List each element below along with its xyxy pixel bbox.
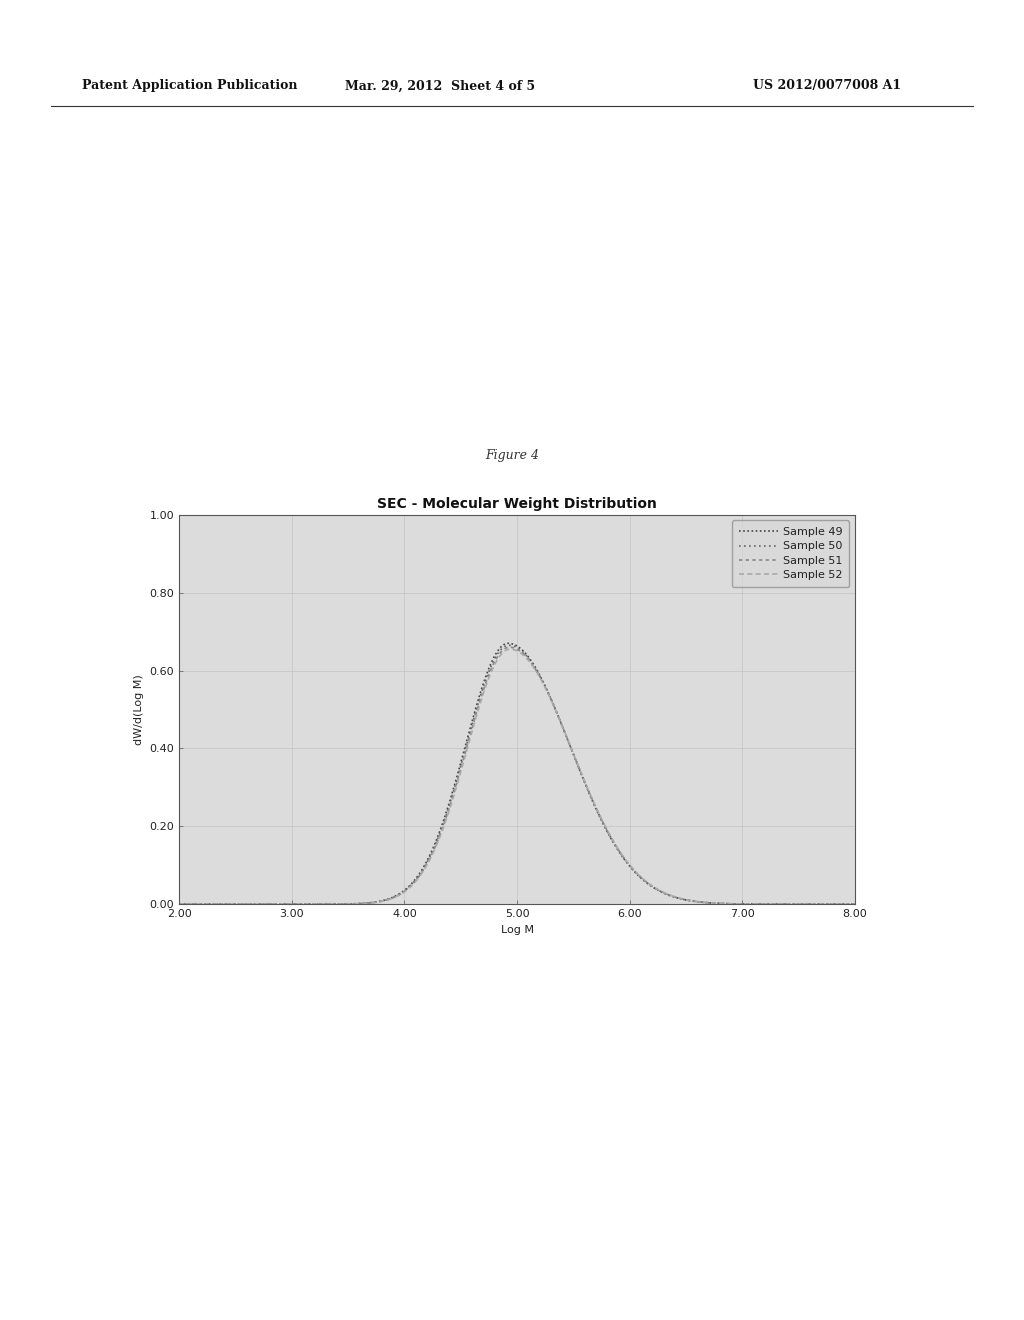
Sample 51 xyxy=(173,896,185,912)
Title: SEC - Molecular Weight Distribution: SEC - Molecular Weight Distribution xyxy=(377,496,657,511)
Sample 50 xyxy=(829,896,842,912)
Sample 50 xyxy=(849,896,861,912)
Sample 52 xyxy=(829,896,842,912)
Line: Sample 49: Sample 49 xyxy=(179,643,855,904)
Sample 52 xyxy=(173,896,185,912)
Sample 49 xyxy=(849,896,861,912)
Sample 51 xyxy=(829,896,842,912)
Sample 52 xyxy=(208,896,220,912)
Text: Figure 4: Figure 4 xyxy=(485,449,539,462)
Sample 49 xyxy=(502,635,514,651)
Sample 49 xyxy=(502,635,514,651)
Sample 50 xyxy=(208,896,220,912)
Sample 51 xyxy=(503,639,515,655)
X-axis label: Log M: Log M xyxy=(501,924,534,935)
Sample 50 xyxy=(706,895,718,911)
Text: Mar. 29, 2012  Sheet 4 of 5: Mar. 29, 2012 Sheet 4 of 5 xyxy=(345,79,536,92)
Legend: Sample 49, Sample 50, Sample 51, Sample 52: Sample 49, Sample 50, Sample 51, Sample … xyxy=(732,520,850,587)
Sample 52 xyxy=(502,642,514,657)
Line: Sample 51: Sample 51 xyxy=(179,647,855,904)
Sample 52 xyxy=(504,642,516,657)
Sample 52 xyxy=(483,668,496,684)
Sample 51 xyxy=(706,895,718,911)
Sample 51 xyxy=(208,896,220,912)
Text: Patent Application Publication: Patent Application Publication xyxy=(82,79,297,92)
Sample 49 xyxy=(829,896,842,912)
Sample 52 xyxy=(706,895,718,911)
Sample 49 xyxy=(208,896,220,912)
Sample 51 xyxy=(483,664,496,680)
Sample 49 xyxy=(483,657,496,673)
Sample 52 xyxy=(849,896,861,912)
Sample 51 xyxy=(829,896,842,912)
Sample 49 xyxy=(829,896,842,912)
Sample 51 xyxy=(849,896,861,912)
Line: Sample 50: Sample 50 xyxy=(179,645,855,904)
Text: US 2012/0077008 A1: US 2012/0077008 A1 xyxy=(753,79,901,92)
Sample 51 xyxy=(502,639,514,655)
Sample 50 xyxy=(829,896,842,912)
Sample 49 xyxy=(706,895,718,911)
Sample 50 xyxy=(503,638,515,653)
Sample 50 xyxy=(502,638,514,653)
Y-axis label: dW/d(Log M): dW/d(Log M) xyxy=(134,675,144,744)
Sample 50 xyxy=(173,896,185,912)
Sample 50 xyxy=(483,661,496,677)
Sample 52 xyxy=(829,896,842,912)
Line: Sample 52: Sample 52 xyxy=(179,649,855,904)
Sample 49 xyxy=(173,896,185,912)
